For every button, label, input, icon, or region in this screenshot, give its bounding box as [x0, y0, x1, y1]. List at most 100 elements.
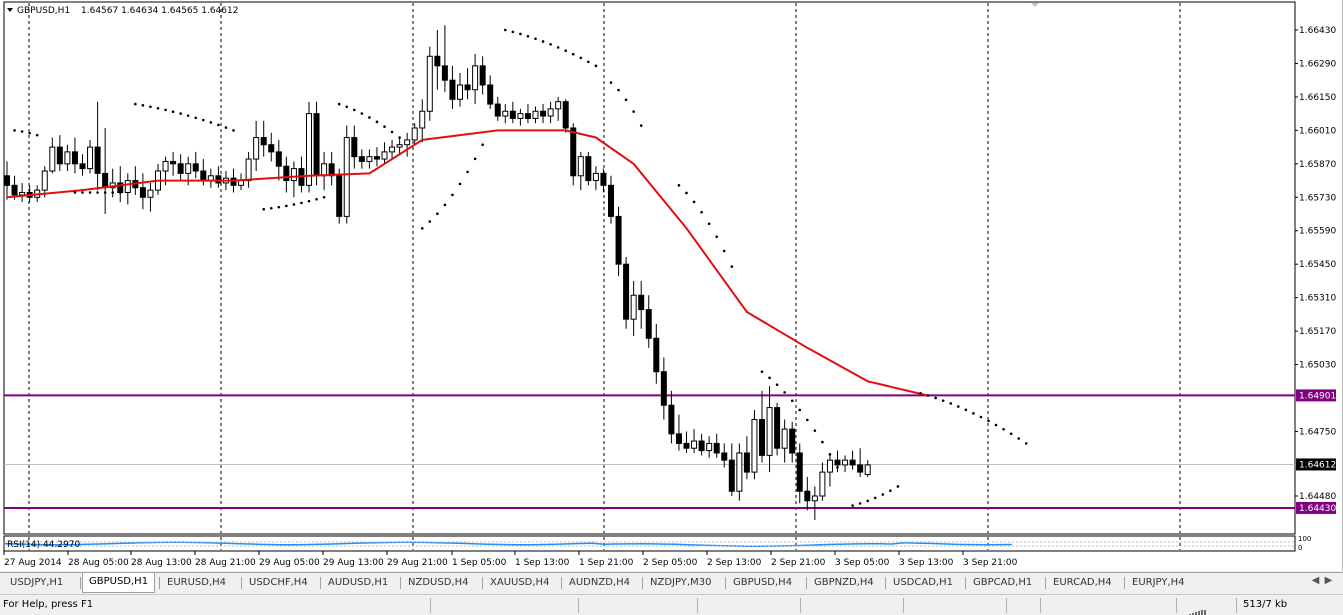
candle-body-bull — [819, 471, 826, 497]
sar-dot — [156, 106, 160, 110]
candle-body-bull — [472, 65, 479, 91]
candle-body-bear — [192, 163, 199, 172]
tab-separator — [1124, 577, 1125, 589]
candle-body-bear — [170, 160, 177, 165]
price-tick-label: 1.65730 — [1299, 193, 1336, 203]
candle-body-bull — [147, 189, 154, 198]
candle — [87, 139, 94, 174]
time-tick-label: 1 Sep 05:00 — [452, 558, 507, 568]
sar-dot — [217, 123, 220, 127]
tab-separator — [965, 577, 966, 589]
candle-body-bear — [540, 110, 547, 117]
chart-tab[interactable]: EURCAD,H4 — [1053, 577, 1112, 588]
sar-dot — [768, 376, 771, 380]
sar-dot — [179, 112, 182, 115]
sar-dot — [443, 203, 447, 207]
chart-tab[interactable]: NZDJPY,M30 — [650, 577, 712, 588]
sar-dot — [783, 391, 786, 394]
candle-body-bull — [19, 192, 26, 196]
sar-dot — [473, 157, 477, 161]
candle-body-bear — [434, 55, 441, 67]
candle-body-bear — [653, 337, 660, 373]
sar-dot — [285, 204, 288, 208]
scroll-left-icon[interactable]: ◀ — [1311, 575, 1320, 586]
price-tick-label: 1.64750 — [1299, 427, 1336, 437]
candle — [698, 433, 705, 456]
time-tick-label: 28 Aug 13:00 — [131, 558, 192, 568]
candle — [494, 96, 501, 121]
candle-body-bear — [260, 137, 267, 146]
candle — [706, 436, 713, 458]
sar-dot — [889, 489, 892, 492]
price-tick-label: 1.65590 — [1299, 227, 1336, 237]
triangle-down-icon[interactable] — [7, 8, 13, 12]
sar-dot — [979, 415, 983, 419]
candle — [645, 295, 652, 348]
candle-body-bull — [396, 144, 403, 148]
sar-dot — [383, 125, 386, 128]
chart-tab[interactable]: GBPNZD,H4 — [814, 577, 874, 588]
sar-dot — [677, 184, 681, 187]
candle-body-bull — [419, 110, 426, 129]
sar-dot — [232, 129, 235, 132]
candle — [336, 168, 343, 224]
chart-tab[interactable]: GBPUSD,H1 — [82, 573, 156, 593]
candle-body-bull — [343, 137, 350, 217]
chart-tab[interactable]: USDCHF,H4 — [249, 577, 308, 588]
candle — [502, 104, 509, 124]
candle-body-bear — [351, 137, 358, 158]
sar-dot — [35, 133, 39, 137]
chart-tab[interactable]: GBPUSD,H4 — [733, 577, 793, 588]
candle — [592, 166, 599, 191]
price-tick-label: 1.66010 — [1299, 126, 1336, 136]
time-tick-label: 28 Aug 21:00 — [195, 558, 256, 568]
chart-tab[interactable]: GBPCAD,H1 — [973, 577, 1033, 588]
tab-separator — [806, 577, 807, 589]
tab-separator — [1045, 577, 1046, 589]
price-chart[interactable]: 1.66430 1.66290 1.66150 1.66010 1.65870 1.657… — [0, 0, 1343, 571]
candle — [653, 323, 660, 384]
sar-dot — [624, 98, 628, 102]
chart-tab[interactable]: EURJPY,H4 — [1132, 577, 1185, 588]
time-tick-label: 3 Sep 05:00 — [835, 558, 890, 568]
tab-separator — [241, 577, 242, 589]
chart-shift-marker-icon[interactable] — [1031, 3, 1039, 7]
candle-body-bull — [253, 137, 260, 160]
sar-dot — [881, 493, 885, 496]
signal-bars-icon[interactable] — [1183, 601, 1207, 615]
candle — [253, 120, 260, 171]
candle — [170, 151, 177, 176]
candle — [56, 135, 63, 171]
chart-tab[interactable]: USDCAD,H1 — [893, 577, 953, 588]
candle-body-bear — [102, 172, 109, 189]
candle-body-bear — [660, 371, 667, 406]
chart-window[interactable]: 1.66430 1.66290 1.66150 1.66010 1.65870 1.657… — [0, 0, 1343, 571]
tab-separator — [642, 577, 643, 589]
chart-tab[interactable]: AUDUSD,H1 — [328, 577, 389, 588]
candle — [743, 436, 750, 480]
sar-dot — [118, 191, 122, 194]
candle-body-bear — [698, 440, 705, 452]
sar-dot — [315, 197, 318, 201]
candle-body-bear — [487, 84, 494, 105]
candle — [796, 443, 803, 504]
candle — [275, 139, 282, 181]
chart-tab[interactable]: EURUSD,H4 — [167, 577, 227, 588]
candle — [517, 108, 524, 126]
sar-dot — [715, 235, 718, 239]
price-tick-label: 1.66150 — [1299, 93, 1336, 103]
tab-separator — [885, 577, 886, 589]
chart-tab[interactable]: XAUUSD,H4 — [490, 577, 550, 588]
candle-body-bear — [494, 103, 501, 117]
candle-body-bear — [834, 459, 841, 466]
chart-tab[interactable]: USDJPY,H1 — [10, 577, 64, 588]
sar-dot — [919, 391, 922, 395]
sar-dot — [949, 402, 953, 405]
scroll-right-icon[interactable]: ▶ — [1324, 575, 1333, 586]
sar-dot — [149, 105, 152, 109]
sar-dot — [292, 203, 296, 206]
chart-tab[interactable]: NZDUSD,H4 — [408, 577, 469, 588]
candle-body-bear — [562, 101, 569, 129]
chart-tab[interactable]: AUDNZD,H4 — [569, 577, 630, 588]
candle-body-bear — [524, 113, 531, 119]
